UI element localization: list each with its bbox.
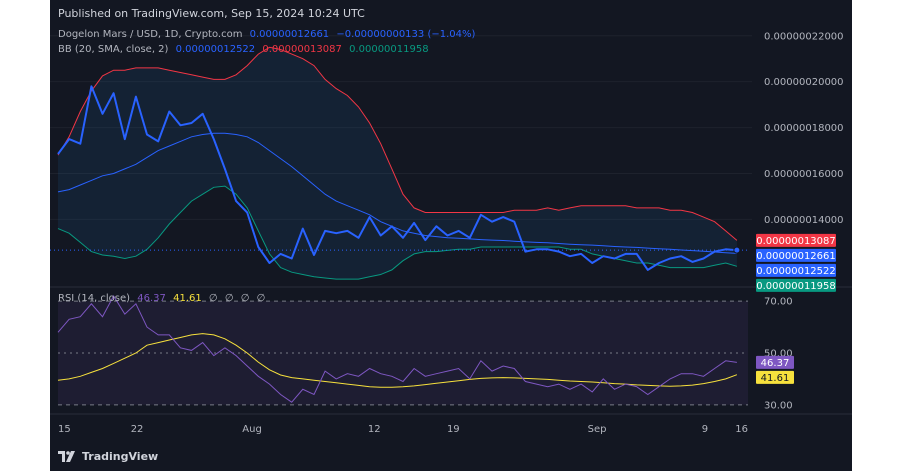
chart-frame: Published on TradingView.com, Sep 15, 20…: [50, 0, 852, 471]
chart-canvas[interactable]: 0.00000022000 0.00000020000 0.00000018000 0…: [50, 0, 852, 471]
footer-brand-label: TradingView: [82, 450, 159, 463]
bb-lower-value: 0.00000011958: [349, 44, 429, 55]
rsi-extra-4: ∅: [256, 293, 266, 304]
bb-band-fill: [58, 47, 737, 280]
price-tag-2: [756, 263, 836, 277]
time-tick-label-7: 16: [735, 424, 748, 435]
price-tag-label-3: 0.00000011958: [756, 281, 836, 292]
price-tick-label-0: 0.00000022000: [764, 31, 844, 42]
time-tick-label-6: 9: [702, 424, 708, 435]
rsi-tick-label-0: 70.00: [764, 297, 793, 308]
time-tick-label-5: Sep: [588, 424, 607, 435]
price-tag-label-1: 0.00000012661: [756, 251, 836, 262]
rsi-label: RSI (14, close): [58, 293, 131, 304]
price-tick-label-3: 0.00000016000: [764, 169, 844, 180]
rsi-tick-label-2: 30.00: [764, 400, 793, 411]
time-tick-label-1: 22: [131, 424, 144, 435]
time-axis: 15 22 Aug 12 19 Sep 9 16: [50, 413, 852, 435]
time-tick-label-3: 12: [368, 424, 381, 435]
price-tag-0: [756, 233, 836, 247]
bb-basis-line: [57, 132, 737, 254]
rsi-value: 46.37: [137, 293, 166, 304]
bb-basis-value: 0.00000012522: [175, 44, 256, 55]
footer-brand: TradingView: [58, 450, 158, 463]
rsi-line: [57, 294, 737, 403]
rsi-extra-2: ∅: [224, 293, 234, 304]
time-tick-label-4: 19: [447, 424, 460, 435]
rsi-ma-line: [57, 333, 738, 388]
symbol-label: Dogelon Mars / USD, 1D, Crypto.com: [58, 29, 243, 40]
price-tick-label-4: 0.00000014000: [764, 215, 844, 226]
rsi-tag-label-0: 46.37: [761, 358, 790, 369]
price-tag-label-0: 0.00000013087: [756, 236, 836, 247]
price-pane: 0.00000022000 0.00000020000 0.00000018000 0…: [50, 31, 852, 292]
rsi-tag-1: [756, 370, 794, 384]
bb-legend[interactable]: BB (20, SMA, close, 2) 0.00000012522 0.0…: [58, 44, 433, 55]
time-tick-label-0: 15: [58, 424, 71, 435]
last-price: 0.00000012661: [249, 29, 330, 40]
rsi-tag-0: [756, 355, 794, 369]
rsi-legend[interactable]: RSI (14, close) 46.37 41.61 ∅ ∅ ∅ ∅: [58, 293, 269, 304]
price-change: −0.00000000133 (−1.04%): [336, 29, 476, 40]
price-tag-1: [756, 248, 836, 262]
price-line: [57, 85, 737, 271]
price-tag-3: [756, 278, 836, 292]
price-tick-label-2: 0.00000018000: [764, 123, 844, 134]
rsi-extra-3: ∅: [240, 293, 250, 304]
bb-upper-line: [57, 46, 738, 241]
bb-label: BB (20, SMA, close, 2): [58, 44, 169, 55]
rsi-tick-label-1: 50.00: [764, 349, 793, 360]
main-legend[interactable]: Dogelon Mars / USD, 1D, Crypto.com 0.000…: [58, 29, 479, 40]
rsi-pane: 70.00 50.00 30.00 46.37 41.61: [57, 294, 794, 411]
published-header: Published on TradingView.com, Sep 15, 20…: [58, 7, 365, 20]
rsi-tag-label-1: 41.61: [761, 373, 790, 384]
bb-lower-line: [57, 185, 738, 280]
rsi-extra-1: ∅: [208, 293, 218, 304]
price-tick-label-1: 0.00000020000: [764, 77, 844, 88]
price-tag-label-2: 0.00000012522: [756, 266, 836, 277]
last-price-dot: [733, 246, 741, 254]
rsi-ma-value: 41.61: [173, 293, 202, 304]
bb-upper-value: 0.00000013087: [262, 44, 342, 55]
time-tick-label-2: Aug: [242, 424, 262, 435]
tradingview-logo-icon: [58, 451, 75, 462]
